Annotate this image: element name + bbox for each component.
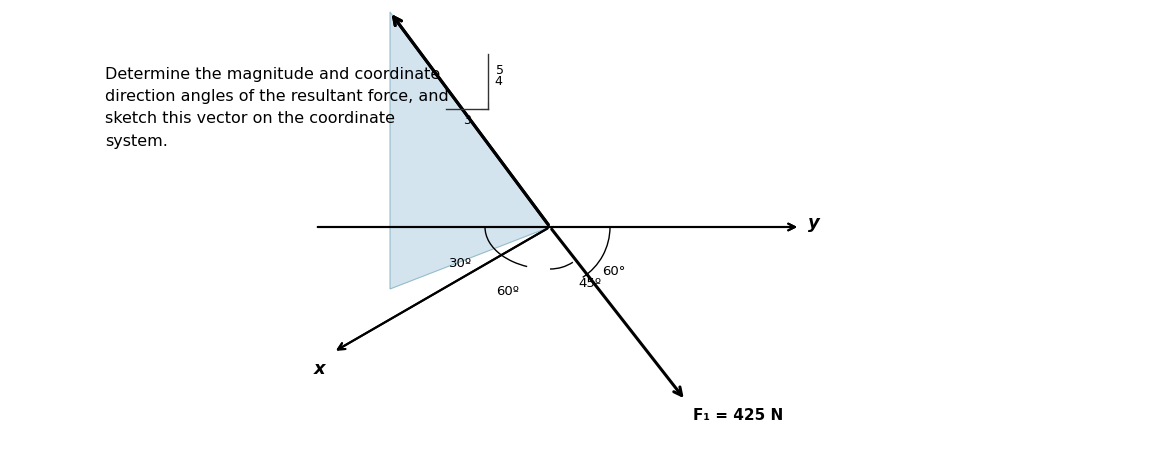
Text: 60º: 60º	[496, 285, 519, 298]
Text: Determine the magnitude and coordinate
direction angles of the resultant force, : Determine the magnitude and coordinate d…	[105, 67, 449, 149]
Text: F₁ = 425 N: F₁ = 425 N	[694, 408, 784, 423]
Text: y: y	[808, 214, 820, 232]
Text: 45º: 45º	[578, 277, 601, 290]
Text: x: x	[314, 360, 325, 378]
Text: 5: 5	[496, 65, 504, 78]
Text: 3: 3	[463, 114, 472, 127]
Text: 60°: 60°	[603, 265, 626, 278]
Text: 30º: 30º	[449, 257, 472, 270]
Text: 4: 4	[494, 75, 502, 88]
Polygon shape	[390, 12, 550, 289]
